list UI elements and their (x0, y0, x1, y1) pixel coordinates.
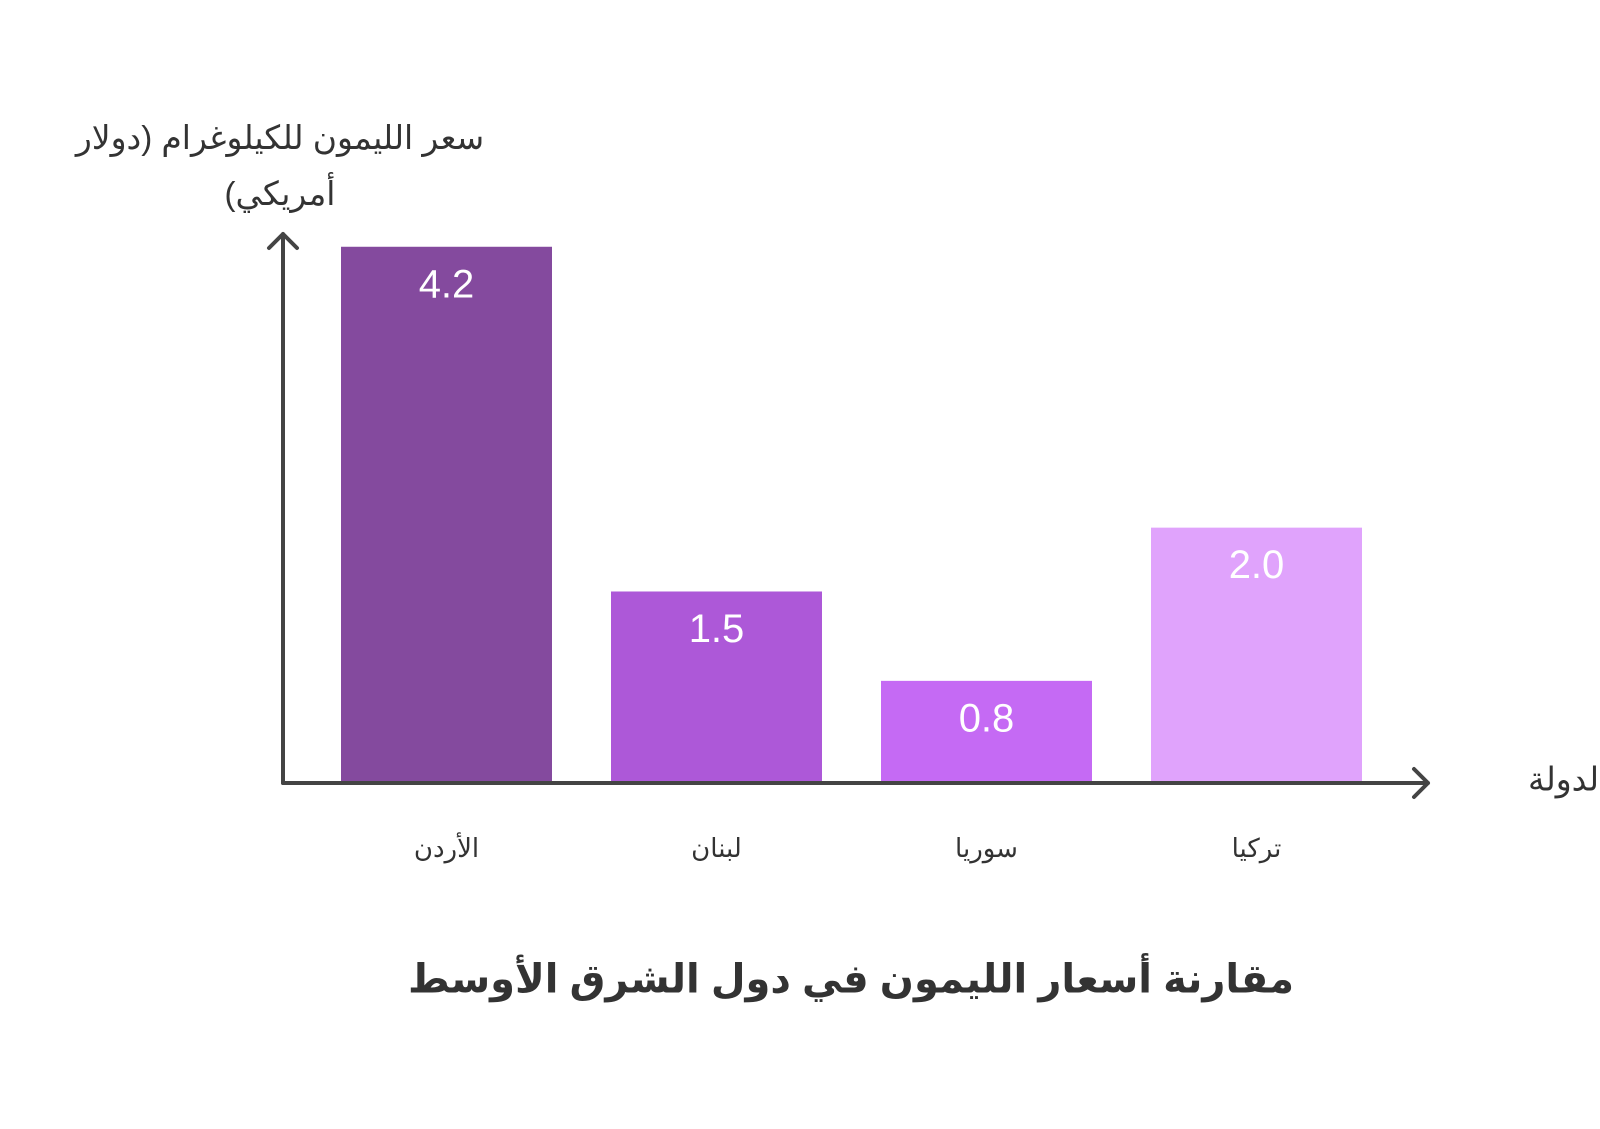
x-tick-label: سوريا (955, 833, 1018, 864)
value-label: 1.5 (689, 607, 745, 651)
value-label: 2.0 (1229, 543, 1285, 587)
bar (881, 680, 1092, 783)
chart-title: مقارنة أسعار الليمون في دول الشرق الأوسط (408, 953, 1294, 1003)
bar (1151, 527, 1362, 783)
x-tick-label: تركيا (1232, 833, 1282, 864)
bar (611, 591, 822, 783)
y-axis (267, 232, 299, 785)
x-tick-label: الأردن (414, 831, 479, 863)
y-axis-label: سعر الليمون للكيلوغرام (دولار أمريكي) (75, 119, 485, 212)
value-label: 0.8 (959, 696, 1015, 740)
x-axis (281, 767, 1430, 799)
value-label: 4.2 (419, 262, 475, 306)
x-axis-label: الدولة (1528, 761, 1600, 799)
x-tick-label: لبنان (691, 833, 742, 863)
bar (341, 246, 552, 783)
